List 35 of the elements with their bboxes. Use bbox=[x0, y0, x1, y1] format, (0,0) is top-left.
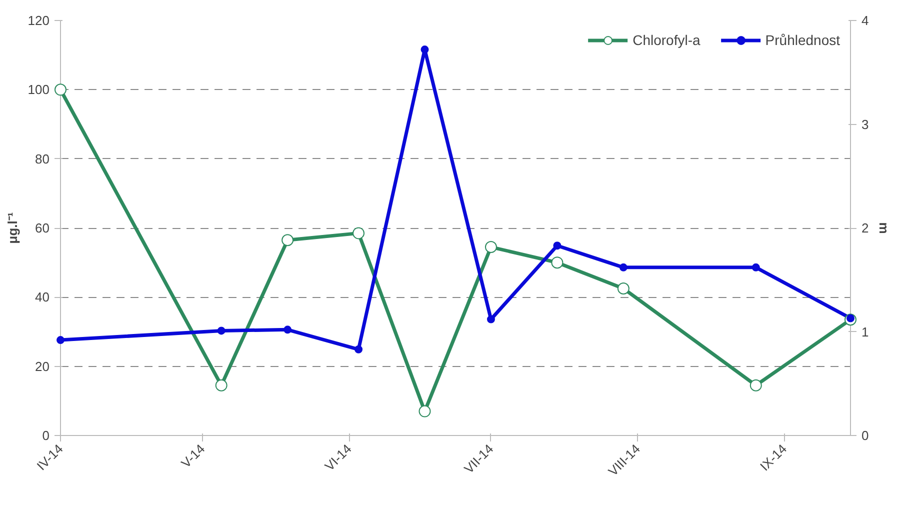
y-tick-label: 20 bbox=[35, 358, 50, 374]
point bbox=[617, 282, 630, 295]
point bbox=[56, 336, 64, 344]
y2-tick-label: 1 bbox=[862, 324, 869, 340]
point bbox=[553, 242, 562, 250]
point bbox=[354, 345, 363, 354]
point bbox=[418, 405, 431, 418]
legend-label: Chlorofyl-a bbox=[632, 32, 700, 48]
point bbox=[551, 256, 564, 269]
y-tick-label: 0 bbox=[42, 428, 50, 443]
y2-tick-label: 4 bbox=[862, 13, 869, 28]
point bbox=[282, 234, 294, 246]
point bbox=[420, 46, 429, 54]
y-tick-label: 40 bbox=[35, 290, 50, 305]
y-tick-label: 80 bbox=[35, 151, 50, 166]
point bbox=[484, 241, 497, 254]
point bbox=[752, 263, 760, 272]
point bbox=[284, 326, 292, 334]
point bbox=[54, 84, 66, 96]
point bbox=[217, 326, 226, 335]
point bbox=[486, 315, 495, 324]
y2-tick-label: 2 bbox=[862, 220, 869, 236]
point bbox=[750, 379, 762, 392]
y-tick-label: 120 bbox=[28, 13, 50, 28]
y2-axis-title: m bbox=[876, 222, 892, 234]
point bbox=[215, 379, 228, 392]
y2-tick-label: 3 bbox=[862, 116, 869, 132]
point bbox=[619, 263, 628, 272]
y-tick-label: 100 bbox=[28, 82, 50, 98]
point bbox=[352, 227, 365, 240]
y2-tick-label: 0 bbox=[862, 428, 869, 443]
y-axis-title: μg.l⁻¹ bbox=[4, 212, 20, 244]
x-tick-label: V-14 bbox=[178, 441, 208, 471]
legend-label: Průhlednost bbox=[765, 32, 840, 48]
y-tick-label: 60 bbox=[35, 220, 50, 236]
